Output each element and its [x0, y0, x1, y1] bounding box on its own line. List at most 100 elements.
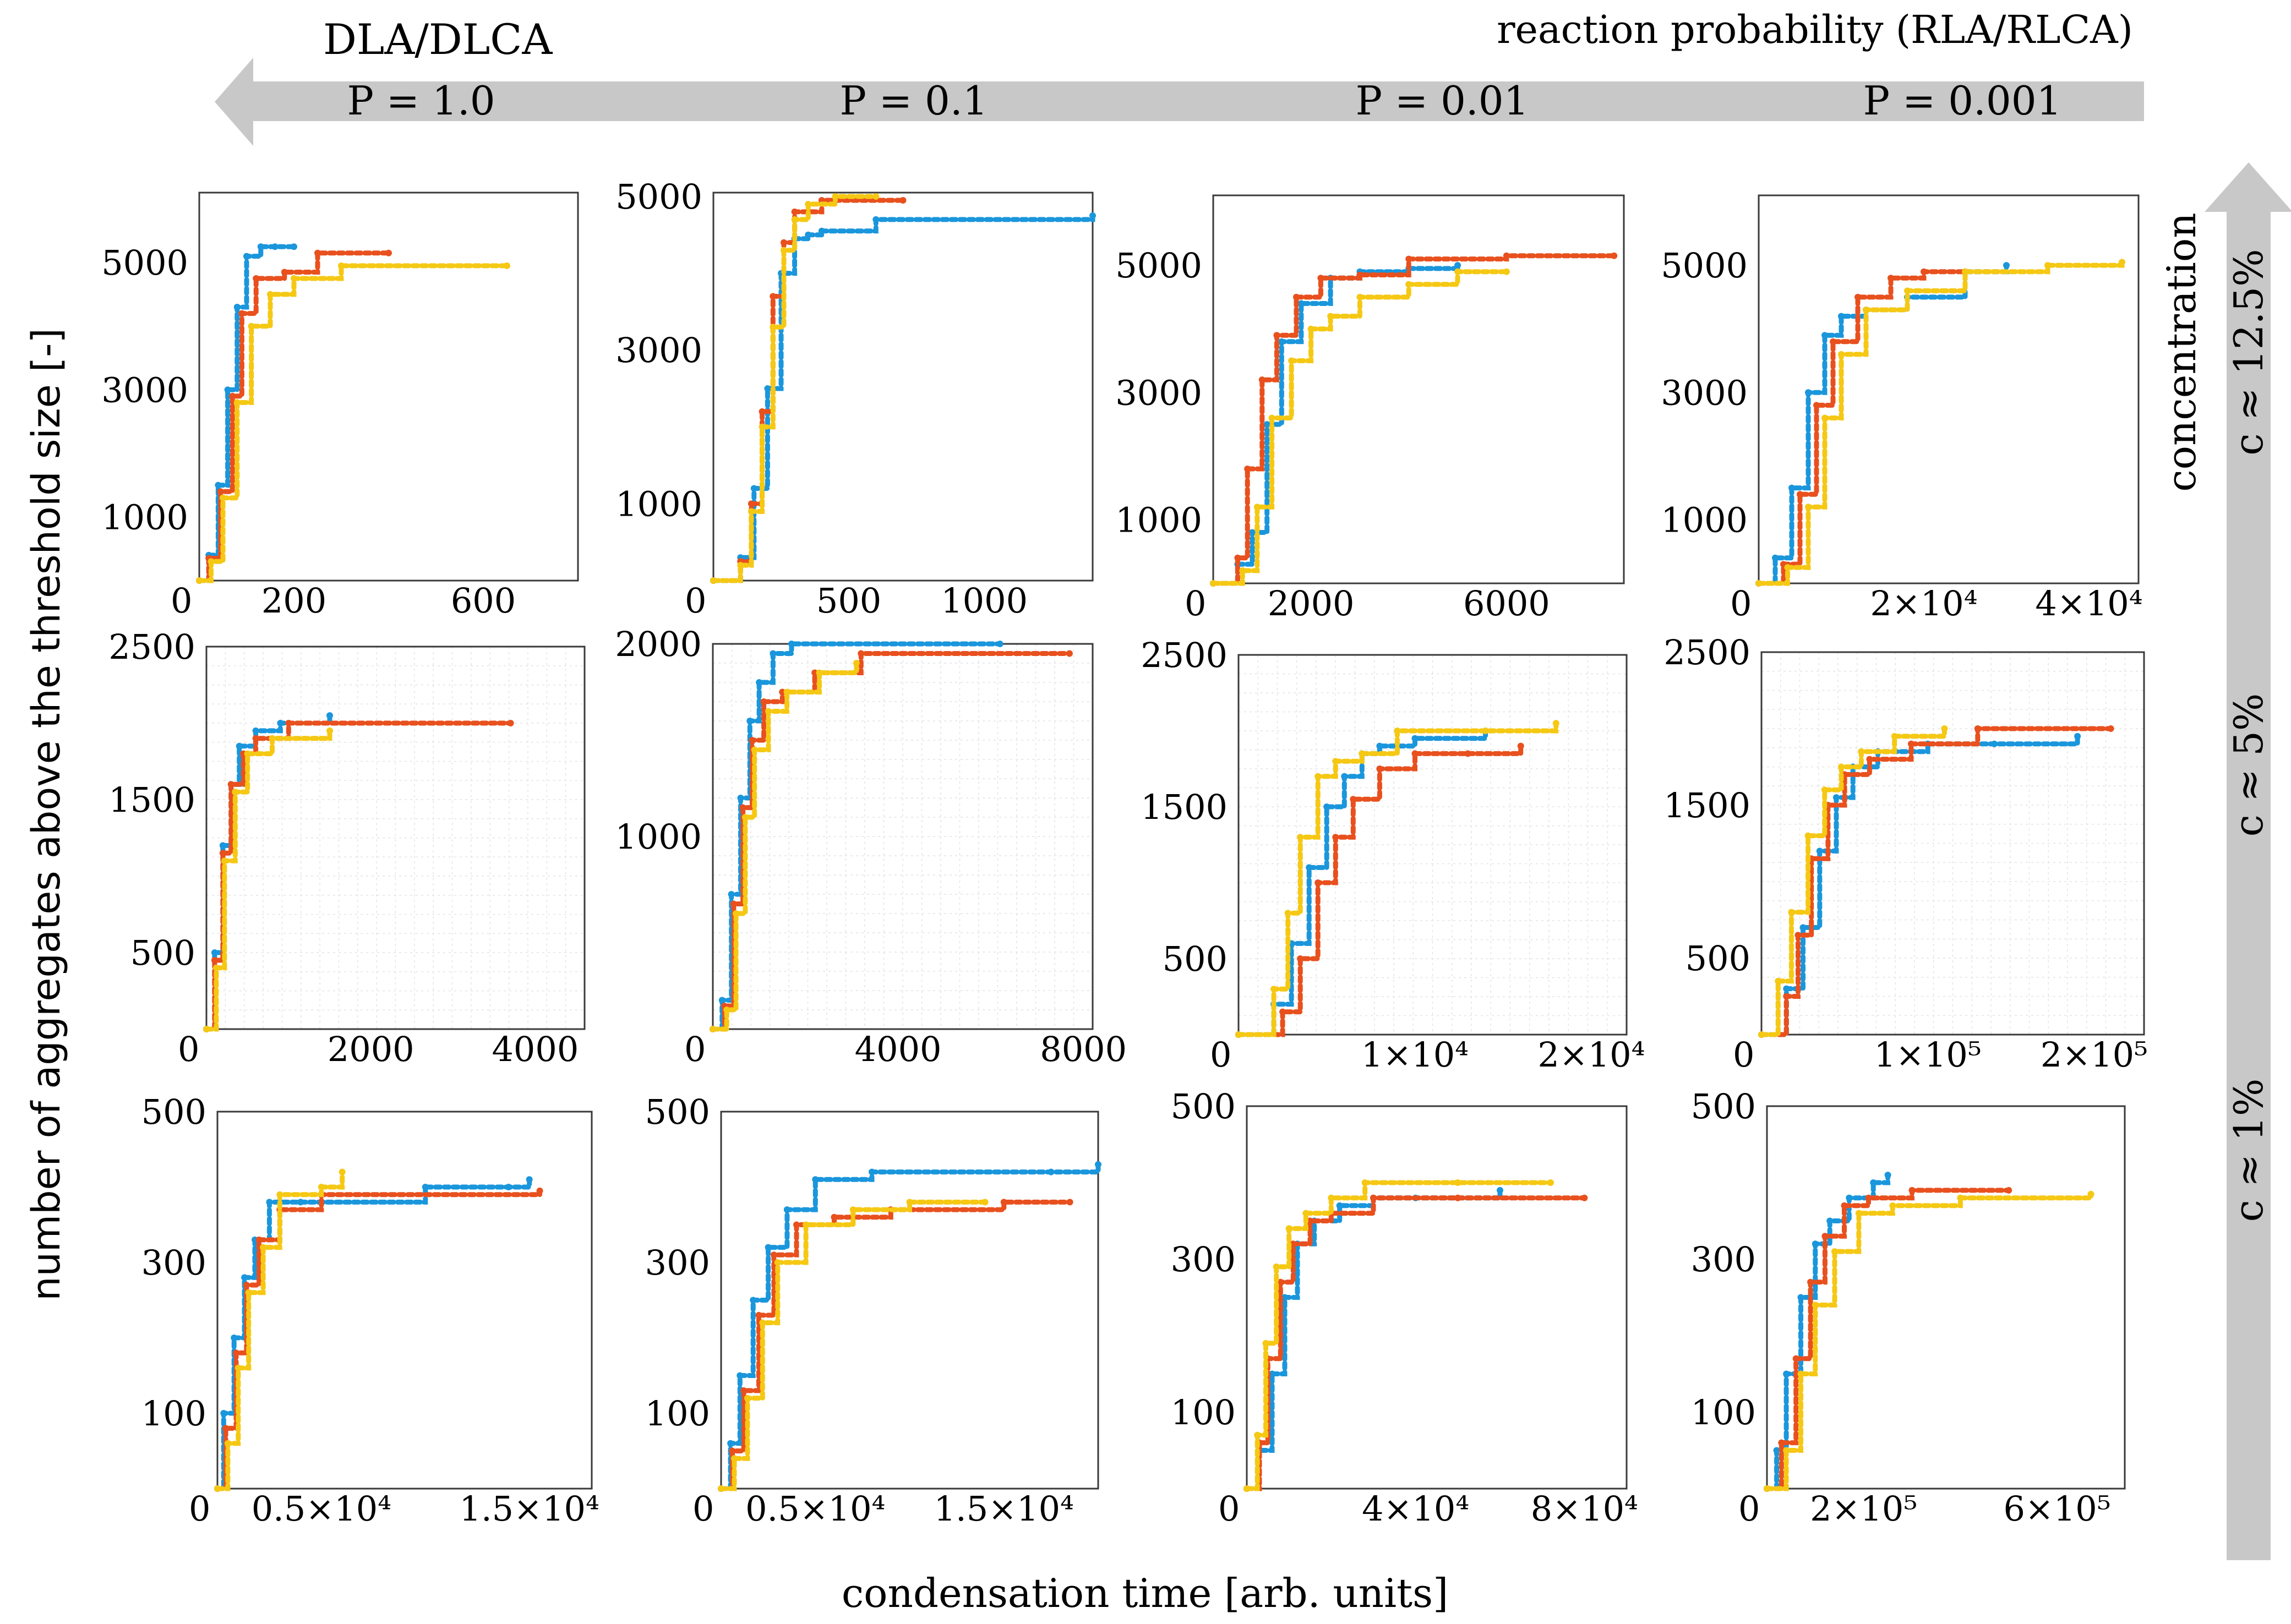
prob-label-4: P = 0.001	[1863, 78, 2062, 124]
series-yellow-point	[221, 857, 228, 865]
series-blue-point	[718, 997, 726, 1004]
series-blue-point	[750, 1297, 757, 1304]
series-orange-point	[1921, 268, 1927, 275]
concentration-row-1: c ≈ 12.5%	[2225, 249, 2272, 455]
series-yellow-point	[338, 262, 345, 269]
x-tick-label: 1.5×10⁴	[934, 1489, 1074, 1529]
x-tick-label: 8000	[1040, 1029, 1127, 1069]
series-yellow-point	[1804, 832, 1812, 839]
series-yellow-point	[765, 708, 772, 715]
series-yellow-point	[1284, 910, 1291, 917]
series-orange-point	[1797, 491, 1803, 498]
series-yellow-point	[741, 814, 749, 821]
series-blue-point	[756, 679, 763, 686]
panel-frame	[1212, 194, 1625, 584]
concentration-row-2: c ≈ 5%	[2225, 693, 2272, 837]
x-tick-label: 600	[451, 581, 516, 621]
series-yellow-point	[723, 1007, 730, 1013]
series-yellow-point	[849, 1206, 857, 1213]
x-tick-label: 6×10⁵	[2003, 1489, 2110, 1529]
series-yellow-point	[805, 200, 812, 207]
global-x-axis-label: condensation time [arb. units]	[842, 1570, 1448, 1616]
y-tick-label: 500	[130, 933, 195, 973]
series-yellow-point	[208, 558, 215, 565]
series-yellow-point	[339, 1168, 346, 1175]
series-yellow-point	[733, 910, 740, 917]
series-orange-point	[314, 249, 321, 256]
x-tick-label: 1.5×10⁴	[460, 1489, 599, 1529]
series-blue-point	[1805, 389, 1812, 396]
series-yellow-point	[770, 324, 777, 331]
series-yellow-point	[1332, 758, 1339, 765]
series-orange-point	[1350, 796, 1357, 803]
series-orange-point	[1290, 1240, 1297, 1248]
series-orange-point	[255, 1236, 263, 1243]
series-yellow-point	[1262, 1339, 1269, 1347]
y-tick-label: 500	[1171, 1086, 1236, 1127]
series-yellow-point	[244, 750, 251, 757]
y-tick-label: 1500	[1663, 785, 1750, 825]
panel-r0-c2: 0 2000 6000 1000 3000 5000	[1115, 194, 1625, 624]
series-orange-line	[1756, 269, 1968, 586]
series-orange-point	[1464, 750, 1471, 757]
series-blue-point	[1411, 735, 1419, 742]
global-y-axis-label: number of aggregates above the threshold…	[24, 328, 69, 1301]
series-blue-point	[1991, 740, 1998, 747]
series-orange-line	[1244, 1195, 1587, 1491]
series-yellow-point	[1889, 1202, 1896, 1209]
series-yellow-point	[2044, 262, 2051, 269]
y-tick-label: 1000	[1661, 500, 1748, 540]
series-yellow-point	[906, 1199, 913, 1206]
series-yellow-point	[2119, 259, 2125, 266]
series-yellow-point	[1210, 580, 1217, 587]
series-orange-point	[793, 1221, 800, 1228]
panel-series	[203, 712, 514, 1032]
series-yellow-point	[1235, 1031, 1242, 1038]
panel-frame	[1760, 651, 2145, 1036]
series-yellow-point	[832, 193, 839, 200]
prob-label-1: P = 1.0	[347, 78, 495, 124]
series-orange-point	[1066, 1199, 1073, 1206]
series-orange-point	[1454, 1194, 1461, 1201]
y-tick-label: 300	[1691, 1239, 1756, 1279]
panel-series	[1235, 720, 1559, 1038]
series-yellow-point	[1314, 773, 1322, 780]
series-blue-point	[1821, 332, 1828, 339]
series-blue-point	[746, 718, 754, 724]
series-blue-point	[224, 386, 231, 393]
series-blue-point	[728, 891, 735, 898]
series-yellow-point	[1273, 1263, 1280, 1270]
probability-arrow	[215, 58, 2144, 146]
series-yellow-point	[1838, 351, 1845, 358]
series-blue-point	[211, 949, 218, 956]
series-orange-point	[253, 275, 260, 282]
y-tick-label: 300	[1171, 1239, 1236, 1279]
series-orange-point	[899, 196, 907, 204]
panel-frame	[1758, 194, 2140, 584]
tick-label-zero: 0	[1738, 1489, 1760, 1529]
series-orange-point	[385, 249, 392, 256]
series-orange-point	[1297, 955, 1304, 962]
panel-grid-lines	[1239, 655, 1627, 1035]
series-orange-point	[2107, 725, 2114, 732]
series-orange-point	[770, 1251, 777, 1259]
series-blue-point	[872, 216, 880, 223]
series-yellow-line	[711, 194, 879, 583]
x-tick-label: 4000	[492, 1029, 579, 1069]
series-orange-point	[2005, 1186, 2012, 1194]
series-blue-point	[1816, 847, 1823, 855]
series-yellow-point	[248, 322, 255, 330]
y-tick-label: 3000	[615, 330, 702, 370]
series-blue-point	[326, 712, 334, 719]
series-yellow-point	[1784, 564, 1791, 571]
series-yellow-point	[1359, 750, 1366, 757]
series-orange-point	[1821, 1233, 1829, 1240]
series-orange-point	[1279, 1008, 1286, 1015]
series-blue-point	[727, 1440, 734, 1447]
panel-r0-c3: 0 2×10⁴ 4×10⁴ 1000 3000 5000	[1661, 194, 2143, 624]
series-blue-line	[1236, 728, 1488, 1037]
tick-label-zero: 0	[1210, 1035, 1231, 1075]
series-orange-point	[770, 293, 777, 300]
series-yellow-point	[1775, 977, 1782, 985]
